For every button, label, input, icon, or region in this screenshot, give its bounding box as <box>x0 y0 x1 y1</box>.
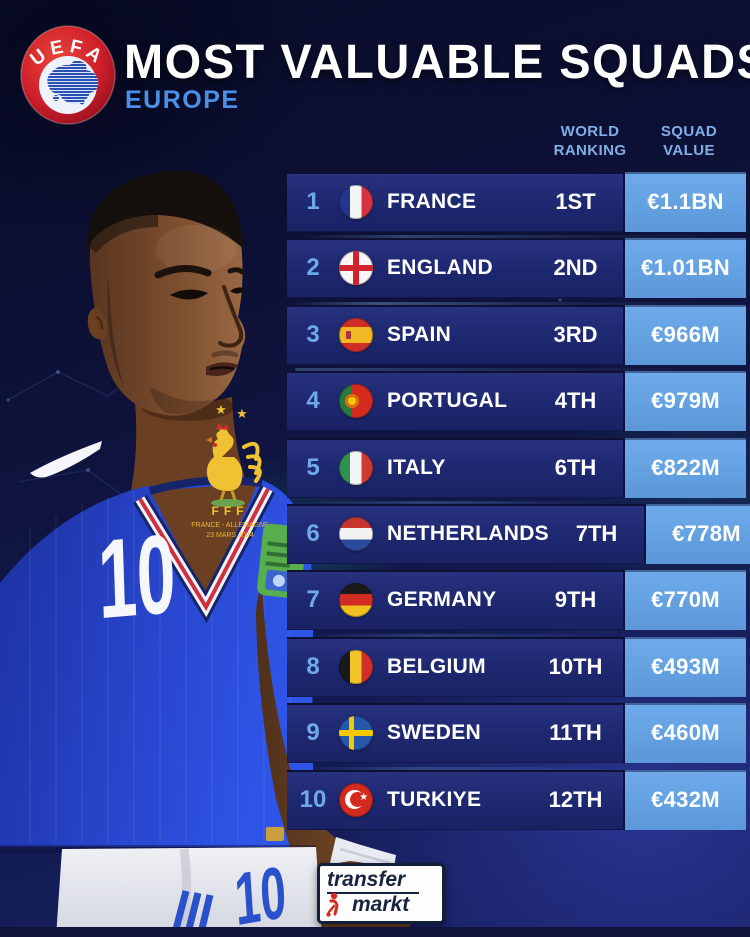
rank-number: 8 <box>306 652 320 680</box>
crest-date-text: 23 MARS 2024 <box>206 532 254 539</box>
flag-italy-icon <box>339 450 373 485</box>
squad-value-cell: €966M <box>623 304 746 365</box>
crest-match-text: FRANCE - ALLEMAGNE <box>191 522 269 529</box>
jersey-number: 10 <box>96 511 177 642</box>
crest-fff-text: FFF <box>212 504 249 518</box>
squad-value-cell: €979M <box>623 371 746 432</box>
flag-spain-icon <box>339 317 373 352</box>
rank-number: 3 <box>306 320 320 348</box>
page-title: MOST VALUABLE SQUADS <box>124 34 750 89</box>
country-name: ENGLAND <box>387 256 493 280</box>
squad-value-cell: €822M <box>623 437 746 498</box>
transfermarkt-logo: transfer markt <box>317 863 445 924</box>
squad-value-cell: €770M <box>623 570 746 631</box>
transfermarkt-player-icon <box>326 892 339 917</box>
rank-number: 2 <box>306 254 320 282</box>
rank-number: 6 <box>306 519 320 547</box>
fff-crest: ★ ★ FFF FRANCE - ALLEMAGNE 23 MARS 2024 <box>191 403 269 539</box>
rank-number: 1 <box>306 188 320 215</box>
world-ranking-value: 7TH <box>575 520 618 546</box>
background-streak <box>305 767 695 770</box>
table-row: 7 GERMANY 9TH €770M <box>287 570 746 631</box>
flag-portugal-icon <box>339 384 373 419</box>
table-row: 5 ITALY 6TH €822M <box>287 437 746 498</box>
squad-value-cell: €432M <box>623 769 746 830</box>
rank-number: 9 <box>306 719 320 747</box>
squad-value-cell: €1.1BN <box>623 172 746 232</box>
flag-netherlands-icon <box>339 516 373 551</box>
squad-value-cell: €493M <box>623 636 746 697</box>
page-subtitle: EUROPE <box>125 86 240 114</box>
world-ranking-value: 9TH <box>554 587 597 613</box>
country-name: SPAIN <box>387 322 452 346</box>
svg-text:★: ★ <box>215 403 227 418</box>
world-ranking-value: 11TH <box>549 720 602 746</box>
rank-number: 4 <box>306 387 320 415</box>
country-name: GERMANY <box>387 588 497 612</box>
player-photo: ★ ★ FFF FRANCE - ALLEMAGNE 23 MARS 2024 … <box>0 170 414 937</box>
background-streak <box>295 368 695 371</box>
squad-value-cell: €1.01BN <box>623 238 746 299</box>
rank-number: 7 <box>306 586 320 614</box>
table-row: 2 ENGLAND 2ND €1.01BN <box>287 238 746 299</box>
country-name: TURKIYE <box>387 787 482 811</box>
world-ranking-value: 12TH <box>548 786 603 812</box>
flag-france-icon <box>339 185 373 219</box>
country-name: FRANCE <box>387 190 477 213</box>
country-name: ITALY <box>387 455 446 479</box>
country-name: SWEDEN <box>387 721 481 745</box>
uefa-logo: UEFA <box>20 25 116 125</box>
flag-germany-icon <box>339 583 373 618</box>
background-streak <box>300 634 660 637</box>
flag-turkiye-icon: ★ <box>339 782 373 817</box>
svg-text:★: ★ <box>236 407 248 422</box>
world-ranking-value: 2ND <box>553 255 598 281</box>
bottom-border-strip <box>0 927 750 937</box>
table-row: 10 ★ TURKIYE 12TH €432M <box>287 769 746 830</box>
transfermarkt-logo-line2: markt <box>352 893 410 916</box>
rank-number: 10 <box>299 785 327 813</box>
flag-sweden-icon <box>339 716 373 751</box>
world-ranking-value: 1ST <box>555 189 596 214</box>
country-name: PORTUGAL <box>387 389 508 413</box>
flag-belgium-icon <box>339 649 373 684</box>
column-header-squad-value: SQUAD VALUE <box>660 123 718 159</box>
squad-value-table: 1 FRANCE 1ST €1.1BN 2 ENGLAND 2ND €1.01B… <box>287 172 750 836</box>
world-ranking-value: 3RD <box>553 321 598 347</box>
background-streak <box>300 235 720 238</box>
squad-value-cell: €460M <box>623 703 746 764</box>
table-row: 1 FRANCE 1ST €1.1BN <box>287 172 746 232</box>
table-row: 4 PORTUGAL 4TH €979M <box>287 371 746 432</box>
world-ranking-value: 4TH <box>554 388 597 414</box>
country-name: NETHERLANDS <box>387 521 549 545</box>
shorts-number: 10 <box>232 851 288 937</box>
column-header-world-ranking: WORLD RANKING <box>553 123 627 159</box>
world-ranking-value: 10TH <box>548 653 603 679</box>
table-row: 6 NETHERLANDS 7TH €778M <box>287 503 750 564</box>
transfermarkt-logo-line1: transfer <box>327 868 419 894</box>
rank-number: 5 <box>306 453 320 481</box>
table-row: 3 SPAIN 3RD €966M <box>287 304 746 365</box>
background-streak <box>310 501 690 504</box>
country-name: BELGIUM <box>387 654 486 678</box>
table-row: 8 BELGIUM 10TH €493M <box>287 636 746 697</box>
nike-swoosh-icon <box>30 441 102 478</box>
background-streak <box>290 302 720 305</box>
squad-value-cell: €778M <box>643 503 750 564</box>
flag-england-icon <box>339 251 373 286</box>
table-row: 9 SWEDEN 11TH €460M <box>287 703 746 764</box>
world-ranking-value: 6TH <box>554 454 597 480</box>
